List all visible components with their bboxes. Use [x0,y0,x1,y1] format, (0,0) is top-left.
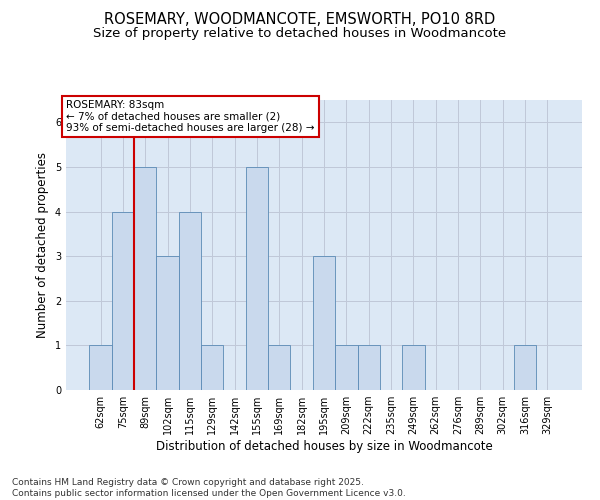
Bar [112,212,134,390]
Y-axis label: Number of detached properties: Number of detached properties [37,152,49,338]
Text: ROSEMARY, WOODMANCOTE, EMSWORTH, PO10 8RD: ROSEMARY, WOODMANCOTE, EMSWORTH, PO10 8R… [104,12,496,28]
Bar [179,212,201,390]
Text: Size of property relative to detached houses in Woodmancote: Size of property relative to detached ho… [94,28,506,40]
Bar [89,346,112,390]
Bar [157,256,179,390]
Bar [358,346,380,390]
Text: Contains HM Land Registry data © Crown copyright and database right 2025.
Contai: Contains HM Land Registry data © Crown c… [12,478,406,498]
Bar [514,346,536,390]
Bar [335,346,358,390]
Bar [402,346,425,390]
Bar [313,256,335,390]
Bar [268,346,290,390]
Text: ROSEMARY: 83sqm
← 7% of detached houses are smaller (2)
93% of semi-detached hou: ROSEMARY: 83sqm ← 7% of detached houses … [66,100,314,133]
Bar [201,346,223,390]
X-axis label: Distribution of detached houses by size in Woodmancote: Distribution of detached houses by size … [155,440,493,453]
Bar [246,167,268,390]
Bar [134,167,157,390]
